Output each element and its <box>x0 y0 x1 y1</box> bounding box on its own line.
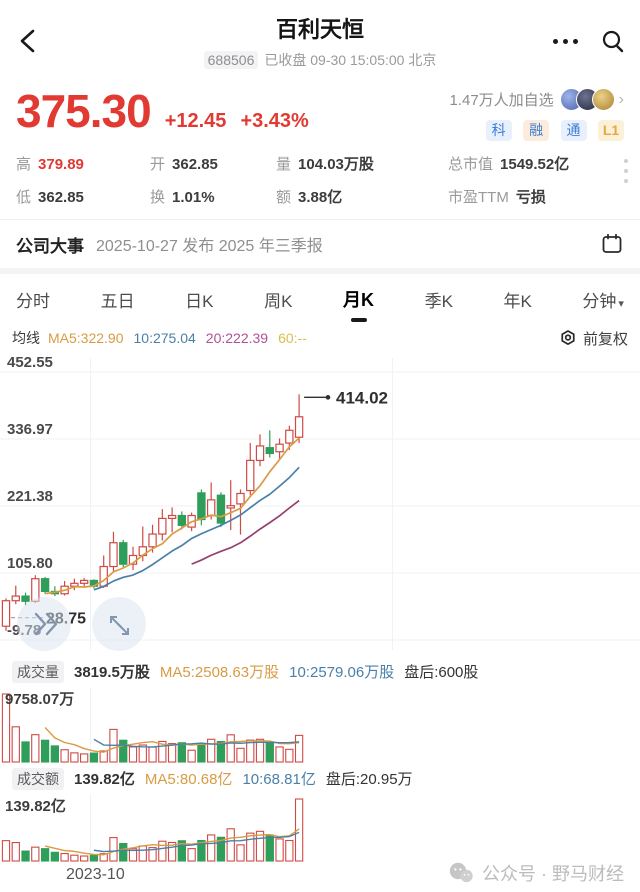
stat-marketcap: 总市值 1549.52亿 <box>448 156 570 173</box>
quote-block: 375.30 +12.45 +3.43% 1.47万人加自选 › 科 融 通 L… <box>0 78 640 143</box>
volume-title: 成交量 <box>12 660 64 683</box>
tab-weekly-k[interactable]: 周K <box>264 291 293 311</box>
wechat-icon <box>449 862 473 883</box>
amount-chart[interactable]: 139.82亿 <box>0 792 640 864</box>
stat-open: 开 362.85 <box>150 156 218 173</box>
y-axis-tick: 105.80 <box>7 555 53 572</box>
price-change-pct: +3.43% <box>240 110 309 132</box>
ma10-value: 10:275.04 <box>133 330 196 346</box>
event-text: 2025-10-27 发布 2025 年三季报 <box>96 238 323 255</box>
watchers-count: 1.47万人加自选 <box>449 92 554 109</box>
tab-quarterly-k[interactable]: 季K <box>424 291 453 311</box>
amount-legend-row: 成交额 139.82亿 MA5:80.68亿 10:68.81亿 盘后:20.9… <box>0 765 640 792</box>
tab-daily-k[interactable]: 日K <box>185 291 214 311</box>
stat-pe: 市盈TTM 亏损 <box>448 189 546 206</box>
tab-yearly-k[interactable]: 年K <box>503 291 532 311</box>
y-axis-tick: 221.38 <box>7 488 53 505</box>
search-icon[interactable] <box>600 28 626 54</box>
price-change: +12.45 <box>164 110 227 132</box>
ma5-value: MA5:322.90 <box>48 330 124 346</box>
fullscreen-button[interactable] <box>92 597 146 651</box>
amount-title: 成交额 <box>12 767 64 790</box>
stock-code: 688506 <box>203 51 259 69</box>
amount-value: 139.82亿 <box>74 771 135 788</box>
fast-forward-button[interactable] <box>17 597 71 651</box>
stock-subtitle: 688506 已收盘 09-30 15:05:00 北京 <box>120 50 520 70</box>
adjust-mode-label: 前复权 <box>582 330 628 348</box>
company-event-bar[interactable]: 公司大事 2025-10-27 发布 2025 年三季报 <box>0 220 640 268</box>
period-tabs: 分时 五日 日K 周K 月K 季K 年K 分钟 ▾ <box>0 274 640 324</box>
market-status: 已收盘 09-30 15:05:00 北京 <box>264 52 437 68</box>
ma-title: 均线 <box>12 330 40 346</box>
chevron-right-icon: › <box>618 90 624 108</box>
stat-high: 高 379.89 <box>16 156 84 173</box>
watermark: 公众号 · 野马财经 <box>448 860 624 886</box>
chevron-down-icon: ▾ <box>618 297 624 310</box>
stat-volume: 量 104.03万股 <box>276 156 374 173</box>
volume-value: 3819.5万股 <box>74 664 150 681</box>
badge-level1[interactable]: L1 <box>598 120 624 141</box>
last-price: 375.30 <box>16 85 152 137</box>
amount-afterhours: 盘后:20.95万 <box>325 771 413 788</box>
back-icon[interactable] <box>14 26 44 56</box>
watchers-row[interactable]: 1.47万人加自选 › <box>449 88 624 111</box>
stat-amount: 额 3.88亿 <box>276 189 343 206</box>
volume-legend-row: 成交量 3819.5万股 MA5:2508.63万股 10:2579.06万股 … <box>0 658 640 685</box>
x-axis-label: 2023-10 <box>66 866 125 883</box>
expand-stats-icon[interactable] <box>624 159 628 183</box>
ma-line <box>93 831 300 853</box>
ma20-value: 20:222.39 <box>205 330 269 346</box>
vol-svg-axis-max: 9758.07万 <box>5 691 74 708</box>
tab-minute-line[interactable]: 分时 <box>16 291 50 311</box>
ma-legend-row: 均线 MA5:322.90 10:275.04 20:222.39 60:-- … <box>0 324 640 352</box>
tab-monthly-k[interactable]: 月K <box>337 276 380 322</box>
amount-ma5: MA5:80.68亿 <box>144 771 233 788</box>
badge-margin[interactable]: 融 <box>523 120 550 141</box>
divider <box>0 219 640 220</box>
watcher-avatars <box>559 88 615 111</box>
y-axis-tick: 452.55 <box>7 354 53 371</box>
adjust-mode-button[interactable]: 前复权 <box>559 328 628 349</box>
badge-star-market[interactable]: 科 <box>485 120 512 141</box>
badge-connect[interactable]: 通 <box>560 120 587 141</box>
stat-low: 低 362.85 <box>16 189 84 206</box>
amt-svg-axis-max: 139.82亿 <box>5 797 66 815</box>
volume-afterhours: 盘后:600股 <box>404 664 479 681</box>
watermark-text: 公众号 · 野马财经 <box>482 864 624 884</box>
settings-icon <box>561 330 575 345</box>
ma-line <box>93 738 300 748</box>
ma-line <box>191 499 300 565</box>
calendar-icon[interactable] <box>600 232 624 256</box>
stock-title: 百利天恒 <box>275 17 364 42</box>
stock-badges: 科 融 通 L1 <box>449 120 624 141</box>
ma60-value: 60:-- <box>278 330 307 346</box>
volume-chart[interactable]: 9758.07万 <box>0 685 640 765</box>
event-label: 公司大事 <box>16 236 84 256</box>
ma-line <box>93 466 300 591</box>
high-annotation: 414.02 <box>336 388 388 407</box>
amount-ma10: 10:68.81亿 <box>242 771 316 788</box>
ma-line <box>44 828 300 856</box>
ma-line <box>44 437 300 595</box>
app-header: 百利天恒 688506 已收盘 09-30 15:05:00 北京 <box>0 0 640 78</box>
volume-ma10: 10:2579.06万股 <box>289 664 395 681</box>
stat-turnover: 换 1.01% <box>150 189 215 206</box>
tab-minutes-dropdown[interactable]: 分钟 ▾ <box>582 291 624 311</box>
volume-ma5: MA5:2508.63万股 <box>159 664 280 681</box>
tab-5day[interactable]: 五日 <box>100 291 135 311</box>
amt-svg-bars <box>1 798 304 862</box>
y-axis-tick: 336.97 <box>7 421 53 438</box>
section-band <box>0 268 640 274</box>
more-icon[interactable] <box>553 38 578 44</box>
